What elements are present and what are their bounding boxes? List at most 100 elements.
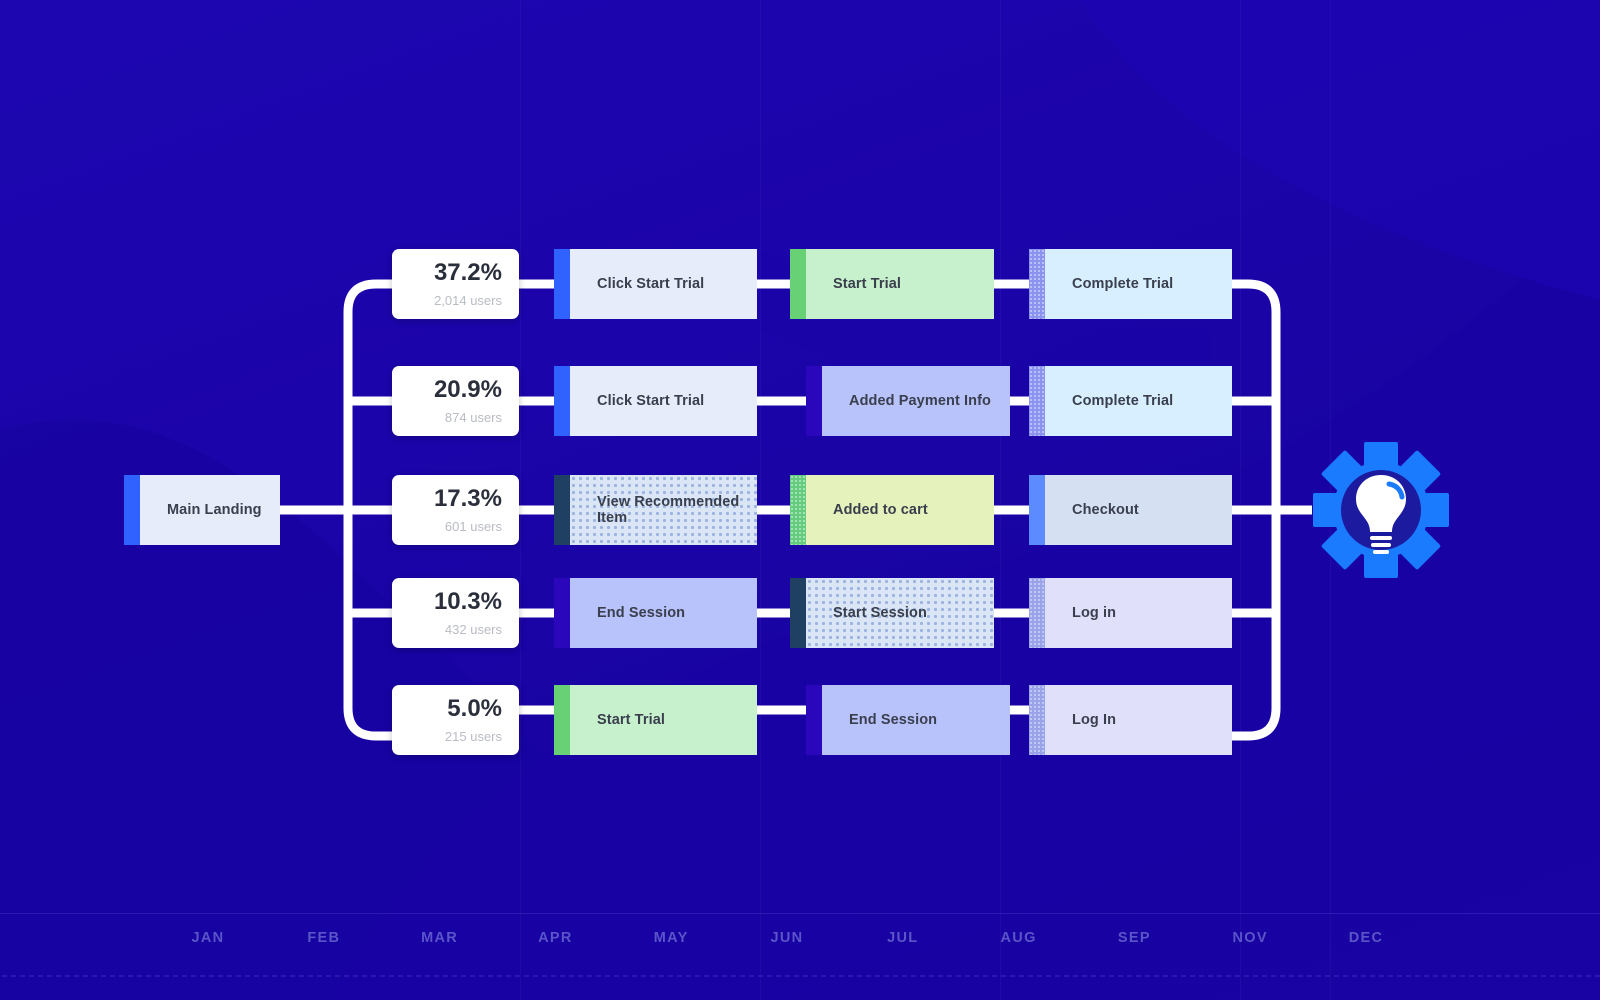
month-label: JUL (887, 930, 919, 946)
node-step[interactable]: Click Start Trial (554, 366, 757, 436)
metric-percentage: 10.3% (433, 588, 502, 615)
metric-card[interactable]: 37.2% 2,014 users (392, 249, 519, 319)
node-step[interactable]: Added Payment Info (806, 366, 1010, 436)
node-accent-bar (554, 475, 570, 545)
node-body: Click Start Trial (570, 366, 757, 436)
grid-column (1240, 0, 1241, 1000)
node-main-landing[interactable]: Main Landing (124, 475, 280, 545)
month-label: MAY (653, 930, 689, 946)
metric-user-count: 601 users (444, 519, 502, 534)
node-accent-bar (1029, 475, 1045, 545)
month-label: NOV (1232, 930, 1268, 946)
node-label: Complete Trial (1072, 393, 1174, 409)
node-accent-bar (790, 249, 806, 319)
node-body: View Recommended Item (570, 475, 757, 545)
metric-card[interactable]: 10.3% 432 users (392, 578, 519, 648)
node-accent-bar (806, 366, 822, 436)
node-label: Click Start Trial (597, 393, 705, 409)
node-label: Click Start Trial (597, 276, 705, 292)
node-label: Checkout (1072, 502, 1139, 518)
node-step[interactable]: Start Trial (790, 249, 994, 319)
node-step[interactable]: Added to cart (790, 475, 994, 545)
node-label: Start Session (833, 605, 927, 621)
node-body: Added to cart (806, 475, 994, 545)
metric-percentage: 37.2% (433, 259, 502, 286)
axis-divider (0, 913, 1600, 914)
month-label: DEC (1348, 930, 1384, 946)
node-step[interactable]: End Session (806, 685, 1010, 755)
month-label: AUG (1000, 930, 1037, 946)
node-accent-bar (790, 578, 806, 648)
node-accent-bar (790, 475, 806, 545)
node-label: Start Trial (597, 712, 665, 728)
gear-icon-svg (1313, 442, 1449, 578)
metric-user-count: 874 users (444, 410, 502, 425)
node-body: Complete Trial (1045, 249, 1232, 319)
node-step[interactable]: Checkout (1029, 475, 1232, 545)
node-accent-bar (554, 578, 570, 648)
node-step[interactable]: Log in (1029, 578, 1232, 648)
metric-card[interactable]: 17.3% 601 users (392, 475, 519, 545)
node-label: End Session (849, 712, 938, 728)
metric-card[interactable]: 20.9% 874 users (392, 366, 519, 436)
month-label: APR (538, 930, 573, 946)
grid-column (1000, 0, 1001, 1000)
node-body: Start Trial (570, 685, 757, 755)
node-body: Click Start Trial (570, 249, 757, 319)
node-accent-bar (806, 685, 822, 755)
metric-card[interactable]: 5.0% 215 users (392, 685, 519, 755)
node-label: Added to cart (833, 502, 928, 518)
node-accent-bar (554, 249, 570, 319)
gear-lightbulb-icon[interactable] (1311, 440, 1451, 580)
node-body: End Session (822, 685, 1010, 755)
node-body: Main Landing (140, 475, 280, 545)
node-body: Start Session (806, 578, 994, 648)
node-step[interactable]: Click Start Trial (554, 249, 757, 319)
grid-column (520, 0, 521, 1000)
node-accent-bar (554, 366, 570, 436)
month-label: FEB (307, 930, 341, 946)
node-body: Added Payment Info (822, 366, 1010, 436)
month-axis: JAN FEB MAR APR MAY JUN JUL AUG SEP NOV DEC (0, 930, 1600, 960)
node-body: Log in (1045, 578, 1232, 648)
metric-user-count: 432 users (444, 622, 502, 637)
node-step[interactable]: Complete Trial (1029, 249, 1232, 319)
node-body: Checkout (1045, 475, 1232, 545)
node-step[interactable]: Complete Trial (1029, 366, 1232, 436)
node-label: Log In (1072, 712, 1117, 728)
node-step[interactable]: View Recommended Item (554, 475, 757, 545)
node-label: Start Trial (833, 276, 901, 292)
node-body: End Session (570, 578, 757, 648)
month-label: MAR (421, 930, 459, 946)
metric-user-count: 2,014 users (434, 293, 502, 308)
month-label: SEP (1117, 930, 1151, 946)
node-accent-bar (1029, 685, 1045, 755)
node-label: Complete Trial (1072, 276, 1174, 292)
metric-percentage: 17.3% (433, 485, 502, 512)
node-step[interactable]: Log In (1029, 685, 1232, 755)
node-accent-bar (1029, 366, 1045, 436)
node-step[interactable]: Start Session (790, 578, 994, 648)
node-label: Log in (1072, 605, 1117, 621)
node-label: Main Landing (167, 502, 262, 518)
node-accent-bar (124, 475, 140, 545)
node-body: Start Trial (806, 249, 994, 319)
metric-user-count: 215 users (444, 729, 502, 744)
node-body: Log In (1045, 685, 1232, 755)
axis-dot-row (0, 975, 1600, 977)
node-label: Added Payment Info (849, 393, 991, 409)
month-label: JAN (191, 930, 225, 946)
node-accent-bar (1029, 249, 1045, 319)
month-label: JUN (770, 930, 804, 946)
node-body: Complete Trial (1045, 366, 1232, 436)
metric-percentage: 5.0% (447, 695, 502, 722)
lightbulb-icon (1356, 475, 1406, 554)
node-label: View Recommended Item (597, 494, 740, 526)
node-step[interactable]: Start Trial (554, 685, 757, 755)
grid-column (760, 0, 761, 1000)
node-accent-bar (1029, 578, 1045, 648)
node-step[interactable]: End Session (554, 578, 757, 648)
node-label: End Session (597, 605, 686, 621)
metric-percentage: 20.9% (433, 376, 502, 403)
